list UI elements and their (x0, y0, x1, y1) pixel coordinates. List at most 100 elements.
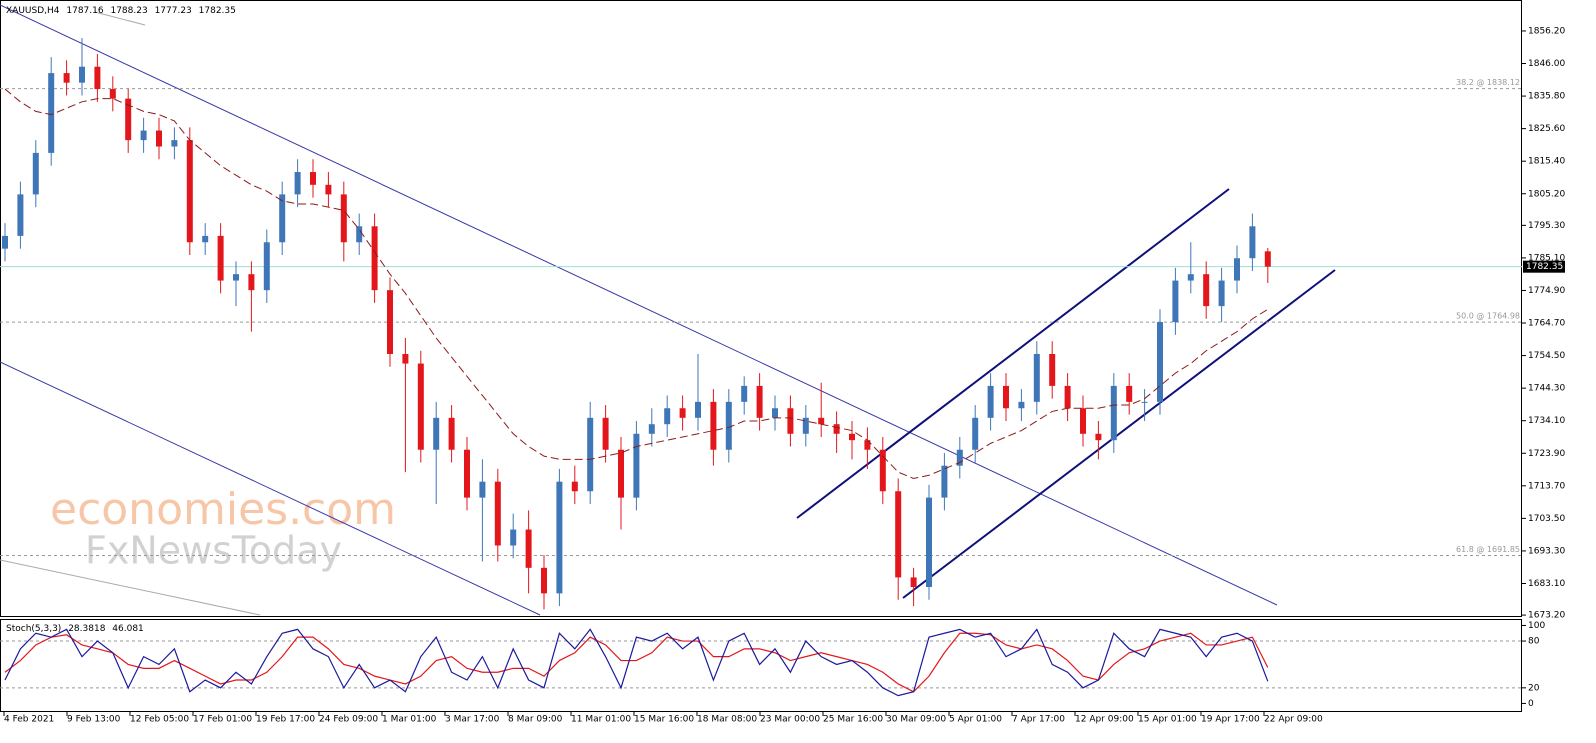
x-tick-label: 4 Feb 2021 (4, 715, 54, 725)
y-tick-label: 1754.50 (1528, 351, 1565, 361)
candle-body (556, 481, 563, 594)
candle-body (695, 401, 701, 418)
header-close: 1782.35 (199, 6, 236, 16)
stoch-k-last: 28.3818 (68, 624, 105, 634)
candle-body (910, 577, 917, 587)
candle-body (1049, 353, 1056, 386)
candle-body (279, 194, 286, 243)
x-tick-label: 3 Mar 17:00 (445, 715, 500, 725)
y-tick-label: 1846.00 (1528, 59, 1565, 69)
x-tick-label: 24 Feb 09:00 (319, 715, 378, 725)
candle-body (433, 417, 440, 450)
candle-body (356, 226, 363, 243)
candle-body (618, 449, 624, 498)
x-tick-label: 22 Apr 09:00 (1264, 715, 1323, 725)
candle-body (602, 417, 609, 450)
candle-body (494, 481, 501, 546)
y-tick-label: 1703.50 (1528, 514, 1565, 524)
y-tick-label: 1673.20 (1528, 611, 1565, 621)
candle-body (510, 529, 517, 546)
candle-body (1249, 226, 1256, 259)
main-frame (0, 0, 1522, 617)
y-tick-label: 1683.10 (1528, 579, 1565, 589)
x-tick-label: 1 Mar 01:00 (382, 715, 437, 725)
candle-body (648, 424, 655, 434)
candle-body (956, 449, 963, 466)
candle-body (710, 401, 717, 450)
candle-body (32, 152, 39, 195)
candle-body (541, 567, 547, 594)
candle-body (1203, 274, 1210, 307)
stoch-tick-label: 100 (1528, 621, 1545, 631)
y-tick-label: 1815.40 (1528, 157, 1565, 167)
candle-body (79, 66, 85, 83)
header-low: 1777.23 (155, 6, 192, 16)
x-tick-label: 12 Feb 05:00 (130, 715, 189, 725)
candle-body (1157, 322, 1163, 402)
x-tick-label: 5 Apr 01:00 (949, 715, 1002, 725)
candle-body (1187, 274, 1194, 281)
candle-body (263, 242, 270, 291)
watermark: economies.com (50, 484, 396, 535)
candle-body (895, 491, 902, 578)
candle-body (140, 130, 147, 141)
candle-body (387, 290, 393, 354)
price-label-bg (1523, 260, 1565, 273)
candle-body (772, 408, 778, 418)
candle-body (448, 417, 455, 450)
candle-body (1234, 258, 1240, 281)
stoch-tick-label: 20 (1528, 683, 1540, 693)
x-tick-label: 9 Feb 13:00 (67, 715, 121, 725)
y-tick-label: 1734.10 (1528, 416, 1565, 426)
candle-body (17, 194, 24, 236)
candle-body (371, 226, 378, 291)
y-tick-label: 1774.90 (1528, 286, 1565, 296)
header-open: 1787.16 (66, 6, 103, 16)
candle-body (1080, 408, 1086, 434)
candle-body (525, 529, 532, 568)
x-tick-label: 23 Mar 00:00 (760, 715, 820, 725)
x-tick-label: 15 Apr 01:00 (1138, 715, 1197, 725)
stoch-tick-label: 80 (1528, 637, 1540, 647)
candle-body (2, 235, 8, 249)
candle-body (1110, 385, 1117, 441)
candle-body (1095, 433, 1102, 441)
candle-body (202, 235, 209, 243)
candle-body (1018, 401, 1025, 409)
y-tick-label: 1713.70 (1528, 481, 1565, 491)
candle-body (171, 140, 178, 147)
channel-line (796, 188, 1230, 519)
x-tick-label: 19 Feb 17:00 (256, 715, 315, 725)
candle-body (741, 385, 748, 402)
x-tick-label: 18 Mar 08:00 (697, 715, 757, 725)
x-tick-label: 12 Apr 09:00 (1075, 715, 1134, 725)
candle-body (787, 408, 794, 434)
y-tick-label: 1835.80 (1528, 92, 1565, 102)
fib-label: 50.0 @ 1764.98 (1456, 312, 1520, 321)
candle-body (125, 98, 132, 141)
candle-body (402, 353, 409, 364)
candle-body (464, 449, 470, 498)
candle-body (248, 274, 255, 291)
x-tick-label: 17 Feb 01:00 (193, 715, 252, 725)
x-tick-label: 8 Mar 09:00 (508, 715, 563, 725)
candle-body (217, 235, 224, 281)
y-tick-label: 1795.30 (1528, 221, 1565, 231)
stoch-header: Stoch(5,3,3) 28.3818 46.081 (6, 624, 144, 634)
stoch-frame (0, 619, 1522, 712)
candle-body (879, 449, 886, 492)
candle-body (325, 184, 332, 195)
y-tick-label: 1723.90 (1528, 449, 1565, 459)
candle-body (679, 408, 686, 418)
x-tick-label: 30 Mar 09:00 (886, 715, 946, 725)
plot (0, 37, 1522, 610)
x-tick-label: 7 Apr 17:00 (1012, 715, 1065, 725)
candle-body (479, 481, 486, 498)
candle-body (156, 130, 162, 147)
candle-body (972, 417, 979, 450)
candle-body (1126, 385, 1133, 402)
trend-line (0, 4, 1278, 606)
candle-body (725, 401, 732, 450)
